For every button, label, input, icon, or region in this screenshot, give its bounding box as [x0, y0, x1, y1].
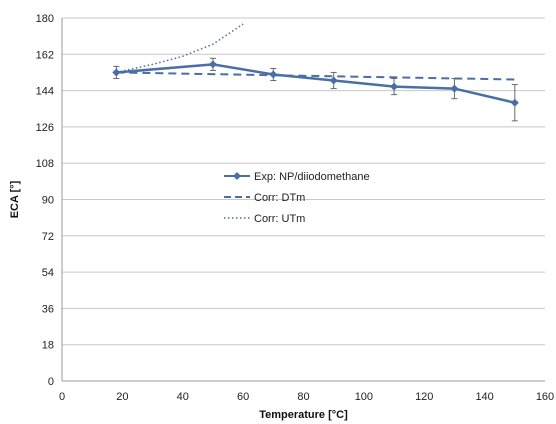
- legend-item-exp: Exp: NP/diiodomethane: [224, 171, 370, 183]
- legend-label-dtm: Corr: DTm: [254, 192, 305, 204]
- data-point: [390, 82, 399, 91]
- data-point: [329, 76, 338, 85]
- x-tick-label: 80: [297, 391, 309, 403]
- y-tick-label: 72: [42, 231, 54, 243]
- y-tick-label: 36: [42, 303, 54, 315]
- x-tick-label: 60: [237, 391, 249, 403]
- y-tick-label: 108: [36, 158, 54, 170]
- x-tick-label: 20: [116, 391, 128, 403]
- x-ticks: 0 20 40 60 80 100 120 140 160: [59, 391, 554, 403]
- y-tick-label: 18: [42, 340, 54, 352]
- y-ticks: 0 18 36 54 72 90 108 126 144 162 180: [36, 13, 54, 388]
- series-line-dotted: [116, 23, 244, 74]
- series-line-dashed: [116, 71, 515, 81]
- x-tick-label: 40: [177, 391, 189, 403]
- data-point: [112, 68, 121, 77]
- legend-item-dtm: Corr: DTm: [224, 192, 305, 204]
- series-2: [116, 23, 244, 74]
- y-tick-label: 126: [36, 122, 54, 134]
- y-tick-label: 162: [36, 49, 54, 61]
- series-0: [112, 57, 519, 122]
- x-tick-label: 160: [536, 391, 554, 403]
- legend-marker-exp: [233, 172, 241, 180]
- y-tick-label: 0: [48, 376, 54, 388]
- legend: Exp: NP/diiodomethane Corr: DTm Corr: UT…: [224, 171, 370, 225]
- y-axis-title: ECA [°]: [9, 180, 21, 218]
- grid-lines: [62, 17, 545, 346]
- axes: [61, 18, 545, 382]
- y-tick-label: 180: [36, 13, 54, 25]
- series-1: [116, 71, 515, 81]
- data-point: [510, 98, 519, 107]
- x-tick-label: 100: [355, 391, 373, 403]
- y-tick-label: 90: [42, 195, 54, 207]
- data-point: [269, 70, 278, 79]
- y-tick-label: 54: [42, 267, 54, 279]
- series-line-solid: [116, 63, 516, 104]
- data-point: [450, 84, 459, 93]
- x-axis-title: Temperature [°C]: [259, 409, 348, 421]
- legend-label-utm: Corr: UTm: [254, 213, 305, 225]
- data-point: [208, 60, 217, 69]
- x-tick-label: 140: [475, 391, 493, 403]
- legend-label-exp: Exp: NP/diiodomethane: [254, 171, 370, 183]
- x-tick-label: 120: [415, 391, 433, 403]
- legend-item-utm: Corr: UTm: [224, 213, 305, 225]
- series: [112, 23, 519, 122]
- y-tick-label: 144: [36, 86, 54, 98]
- x-tick-label: 0: [59, 391, 65, 403]
